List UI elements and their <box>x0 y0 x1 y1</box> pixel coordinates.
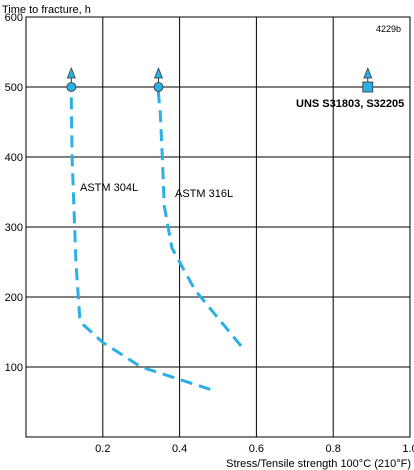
y-tick-label: 100 <box>5 362 23 374</box>
x-tick-labels: 0.2 0.4 0.6 0.8 1.0 <box>95 443 414 455</box>
y-tick-label: 500 <box>5 82 23 94</box>
runout-2-arrow <box>363 67 373 79</box>
y-tick-label: 600 <box>5 12 23 24</box>
series-lines <box>69 87 243 391</box>
series-label: UNS S31803, S32205 <box>296 98 404 110</box>
x-tick-label: 0.4 <box>172 443 187 455</box>
series-label: ASTM 304L <box>80 182 138 194</box>
y-tick-label: 300 <box>5 222 23 234</box>
x-tick-label: 0.2 <box>95 443 110 455</box>
runout-0-arrow <box>66 67 76 79</box>
circle-marker <box>66 82 77 92</box>
plot-frame <box>25 16 411 438</box>
series-line-1 <box>156 87 243 347</box>
y-tick-label: 400 <box>5 152 23 164</box>
x-tick-label: 0.6 <box>249 443 264 455</box>
y-axis-label: Time to fracture, h <box>2 4 91 16</box>
runout-1-arrow <box>153 67 163 79</box>
circle-marker <box>153 82 164 92</box>
y-tick-label: 200 <box>5 292 23 304</box>
y-tick-labels: 100 200 300 400 500 600 <box>5 12 23 374</box>
figure-id: 4229b <box>376 24 401 34</box>
series-markers <box>66 67 374 93</box>
x-tick-label: 1.0 <box>402 443 414 455</box>
series-labels: ASTM 304L ASTM 316L UNS S31803, S32205 <box>80 98 404 200</box>
series-label: ASTM 316L <box>175 188 233 200</box>
series-line-0 <box>69 87 211 391</box>
x-axis-label: Stress/Tensile strength 100°C (210°F) <box>226 458 411 470</box>
square-marker <box>362 81 374 93</box>
grid-lines <box>26 17 410 437</box>
x-tick-label: 0.8 <box>326 443 341 455</box>
